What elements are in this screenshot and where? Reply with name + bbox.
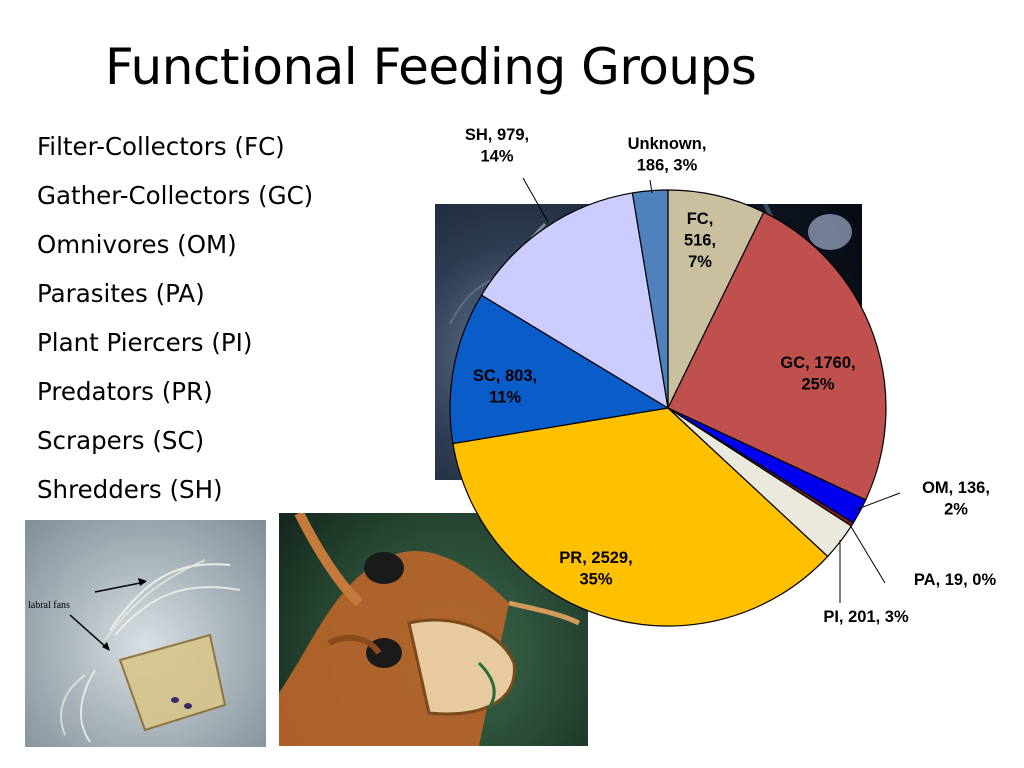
- data-label-line: PI, 201, 3%: [823, 608, 909, 626]
- data-label-line: FC,: [687, 210, 714, 228]
- list-item: Predators (PR): [37, 377, 213, 406]
- pie-slice-sc: [449, 294, 670, 445]
- leader-line-sh: [522, 177, 549, 223]
- data-label-gc: GC, 1760, 25%: [780, 354, 855, 393]
- list-item: Scrapers (SC): [37, 426, 205, 455]
- list-item: Shredders (SH): [37, 475, 223, 504]
- data-label-line: 2%: [944, 500, 968, 518]
- data-label-sc: SC, 803, 11%: [473, 367, 537, 406]
- data-label-line: 25%: [801, 375, 834, 393]
- larva-labral-fans-photo: labral fans: [25, 520, 266, 747]
- list-item: Filter-Collectors (FC): [37, 132, 285, 161]
- data-label-line: GC, 1760,: [780, 354, 855, 372]
- list-item: Omnivores (OM): [37, 230, 237, 259]
- predator-photo-art: [279, 513, 581, 746]
- data-label-line: PA, 19, 0%: [914, 571, 997, 589]
- data-label-line: 516,: [684, 231, 716, 249]
- pie-slice-fc: [667, 189, 765, 409]
- data-label-line: Unknown,: [628, 135, 707, 153]
- data-label-line: OM, 136,: [922, 479, 990, 497]
- pie-slice-sh: [480, 192, 669, 410]
- data-label-om: OM, 136, 2%: [922, 479, 990, 518]
- predator-larva-photo: [279, 513, 588, 746]
- data-label-unknown: Unknown, 186, 3%: [628, 135, 707, 174]
- data-label-line: SC, 803,: [473, 367, 537, 385]
- data-label-line: 186, 3%: [637, 156, 698, 174]
- data-label-line: 14%: [480, 147, 513, 165]
- data-label-sh: SH, 979, 14%: [465, 126, 529, 165]
- leader-line-pa: [849, 524, 886, 584]
- leader-line-unknown: [649, 179, 653, 194]
- data-label-pa: PA, 19, 0%: [914, 571, 997, 589]
- data-label-line: SH, 979,: [465, 126, 529, 144]
- larva-annotation: labral fans: [28, 600, 70, 611]
- data-label-fc: FC, 516, 7%: [684, 210, 716, 271]
- pie-slice-gc: [667, 211, 887, 501]
- list-item: Plant Piercers (PI): [37, 328, 253, 357]
- data-label-line: 7%: [688, 253, 712, 271]
- list-item: Gather-Collectors (GC): [37, 181, 314, 210]
- data-label-line: 11%: [489, 388, 521, 406]
- data-label-line: 35%: [579, 570, 612, 588]
- feeding-group-list: Filter-Collectors (FC) Gather-Collectors…: [37, 125, 313, 517]
- pie-slice-unknown: [631, 189, 669, 409]
- larva-photo-art: labral fans: [28, 559, 241, 743]
- slide-title: Functional Feeding Groups: [105, 38, 757, 96]
- data-label-pi: PI, 201, 3%: [823, 608, 909, 626]
- data-label-pr: PR, 2529, 35%: [559, 549, 632, 588]
- leader-line-om: [854, 492, 901, 511]
- list-item: Parasites (PA): [37, 279, 205, 308]
- data-label-line: PR, 2529,: [559, 549, 632, 567]
- pie-slice-pr: [452, 407, 829, 627]
